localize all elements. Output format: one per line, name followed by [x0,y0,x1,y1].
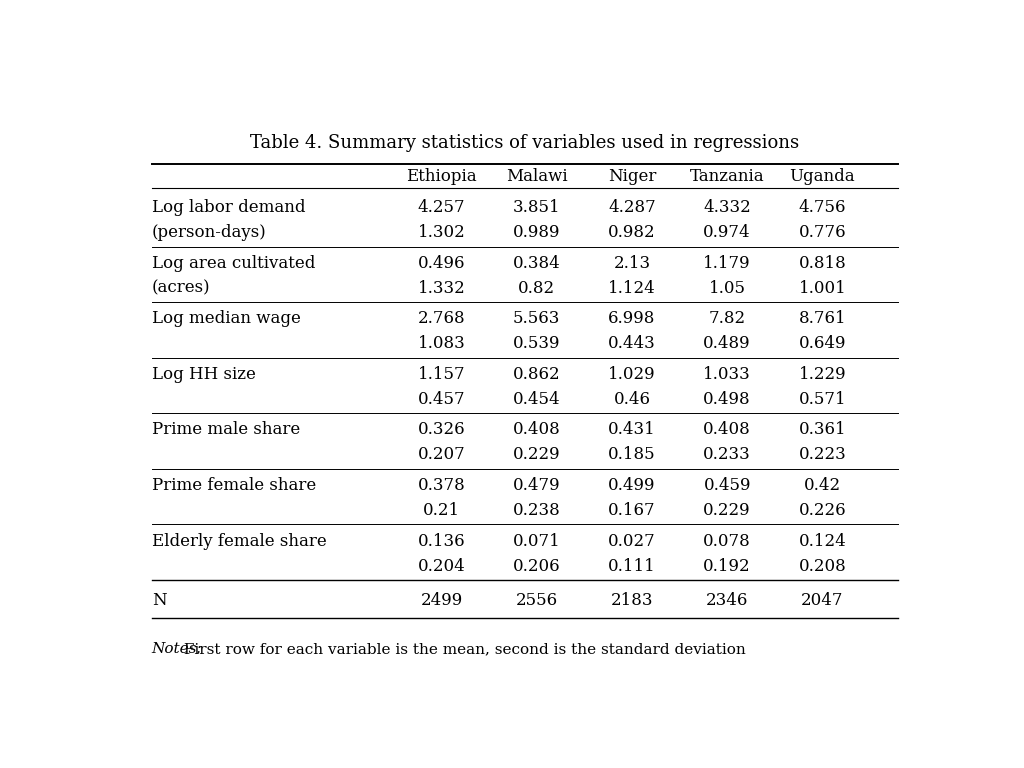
Text: 2047: 2047 [801,592,844,609]
Text: 0.862: 0.862 [513,366,560,383]
Text: Log HH size: Log HH size [152,366,256,383]
Text: 5.563: 5.563 [513,310,560,327]
Text: 0.326: 0.326 [418,422,465,439]
Text: 1.179: 1.179 [703,255,751,272]
Text: 4.756: 4.756 [799,199,846,216]
Text: 2.13: 2.13 [613,255,650,272]
Text: 0.408: 0.408 [513,422,560,439]
Text: 0.071: 0.071 [513,533,560,550]
Text: 0.489: 0.489 [703,336,751,353]
Text: Niger: Niger [608,168,656,185]
Text: Log labor demand: Log labor demand [152,199,305,216]
Text: 4.287: 4.287 [608,199,655,216]
Text: 0.384: 0.384 [513,255,560,272]
Text: 0.206: 0.206 [513,558,560,574]
Text: 0.46: 0.46 [613,391,650,408]
Text: 0.496: 0.496 [418,255,465,272]
Text: 0.226: 0.226 [799,502,846,519]
Text: 1.033: 1.033 [703,366,751,383]
Text: 1.124: 1.124 [608,280,655,296]
Text: Elderly female share: Elderly female share [152,533,327,550]
Text: Notes:: Notes: [152,642,203,657]
Text: N: N [152,592,167,609]
Text: 1.001: 1.001 [799,280,846,296]
Text: 0.167: 0.167 [608,502,655,519]
Text: 1.229: 1.229 [799,366,846,383]
Text: 0.238: 0.238 [513,502,560,519]
Text: 0.229: 0.229 [703,502,751,519]
Text: 0.185: 0.185 [608,446,655,463]
Text: 0.649: 0.649 [799,336,846,353]
Text: 8.761: 8.761 [799,310,846,327]
Text: First row for each variable is the mean, second is the standard deviation: First row for each variable is the mean,… [179,642,745,657]
Text: 4.332: 4.332 [703,199,751,216]
Text: 0.82: 0.82 [518,280,555,296]
Text: 0.207: 0.207 [418,446,465,463]
Text: 0.192: 0.192 [703,558,751,574]
Text: 0.982: 0.982 [608,224,655,241]
Text: Malawi: Malawi [506,168,567,185]
Text: 0.111: 0.111 [608,558,655,574]
Text: 1.302: 1.302 [418,224,465,241]
Text: 0.776: 0.776 [799,224,846,241]
Text: 0.124: 0.124 [799,533,846,550]
Text: 0.078: 0.078 [703,533,751,550]
Text: Log area cultivated: Log area cultivated [152,255,315,272]
Text: 0.361: 0.361 [799,422,846,439]
Text: 0.204: 0.204 [418,558,465,574]
Text: (acres): (acres) [152,280,211,296]
Text: 0.571: 0.571 [799,391,846,408]
Text: 2183: 2183 [610,592,653,609]
Text: Log median wage: Log median wage [152,310,301,327]
Text: 0.233: 0.233 [703,446,751,463]
Text: 1.083: 1.083 [418,336,465,353]
Text: 0.454: 0.454 [513,391,560,408]
Text: 0.136: 0.136 [418,533,465,550]
Text: 1.029: 1.029 [608,366,655,383]
Text: 0.989: 0.989 [513,224,560,241]
Text: 2556: 2556 [516,592,558,609]
Text: Tanzania: Tanzania [690,168,765,185]
Text: (person-days): (person-days) [152,224,266,241]
Text: 0.498: 0.498 [703,391,751,408]
Text: 0.431: 0.431 [608,422,655,439]
Text: 0.818: 0.818 [799,255,846,272]
Text: 2346: 2346 [706,592,749,609]
Text: 0.229: 0.229 [513,446,560,463]
Text: 0.408: 0.408 [703,422,751,439]
Text: 1.332: 1.332 [418,280,465,296]
Text: 0.443: 0.443 [608,336,655,353]
Text: Prime female share: Prime female share [152,477,316,494]
Text: 0.974: 0.974 [703,224,751,241]
Text: 4.257: 4.257 [418,199,465,216]
Text: 0.42: 0.42 [804,477,841,494]
Text: Table 4. Summary statistics of variables used in regressions: Table 4. Summary statistics of variables… [250,134,800,151]
Text: 0.378: 0.378 [418,477,465,494]
Text: 2499: 2499 [420,592,463,609]
Text: 0.479: 0.479 [513,477,560,494]
Text: 0.457: 0.457 [418,391,465,408]
Text: 0.223: 0.223 [799,446,846,463]
Text: Uganda: Uganda [790,168,855,185]
Text: 1.05: 1.05 [709,280,745,296]
Text: 0.499: 0.499 [608,477,655,494]
Text: 3.851: 3.851 [513,199,560,216]
Text: Prime male share: Prime male share [152,422,300,439]
Text: 1.157: 1.157 [418,366,465,383]
Text: 0.21: 0.21 [423,502,460,519]
Text: 6.998: 6.998 [608,310,655,327]
Text: 0.027: 0.027 [608,533,655,550]
Text: 0.208: 0.208 [799,558,846,574]
Text: 7.82: 7.82 [709,310,745,327]
Text: 0.459: 0.459 [703,477,751,494]
Text: Ethiopia: Ethiopia [407,168,477,185]
Text: 2.768: 2.768 [418,310,465,327]
Text: 0.539: 0.539 [513,336,560,353]
